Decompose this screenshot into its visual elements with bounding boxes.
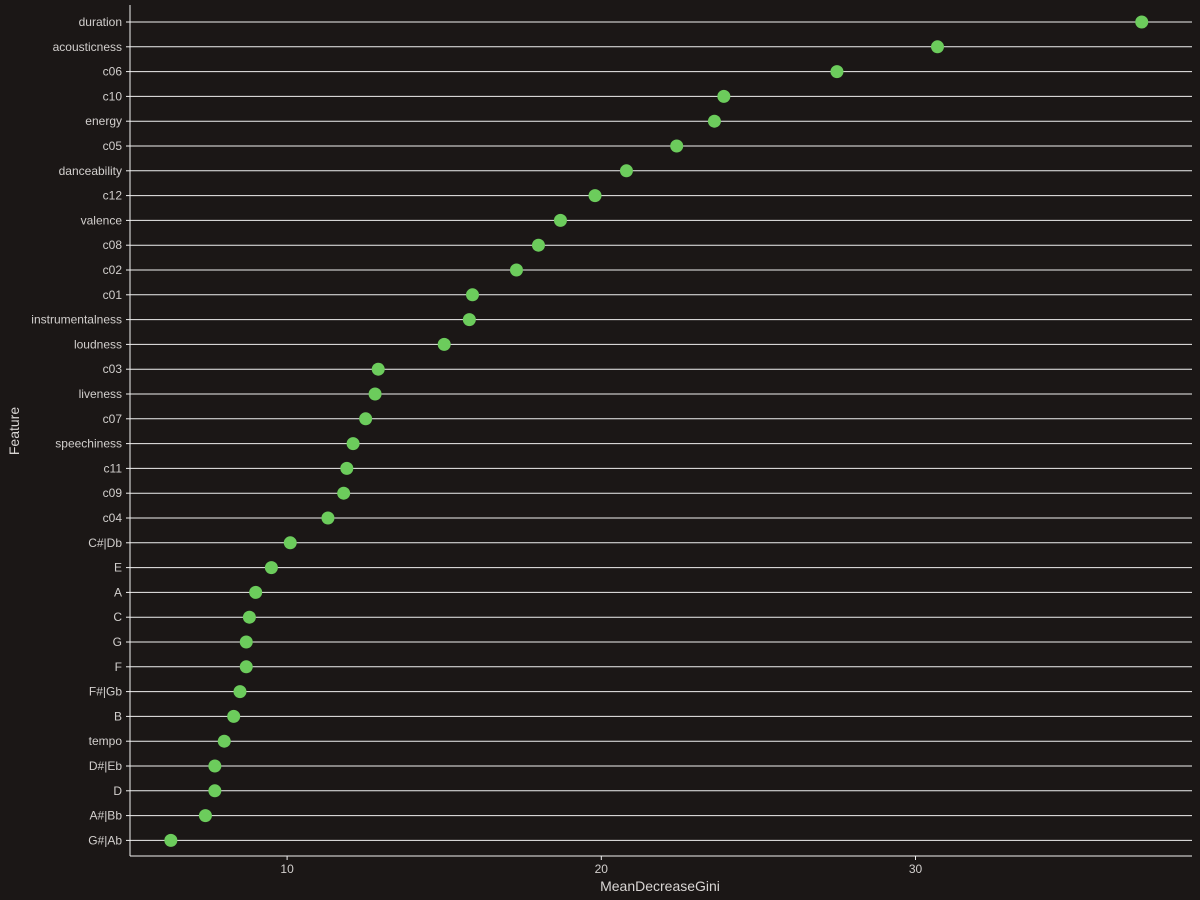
y-tick-label: F bbox=[115, 660, 122, 674]
data-point bbox=[283, 536, 297, 550]
y-tick-label: D bbox=[113, 784, 122, 798]
data-point bbox=[264, 561, 278, 575]
y-tick-label: D#|Eb bbox=[89, 759, 122, 773]
y-tick-label: A bbox=[114, 585, 122, 599]
y-tick-label: loudness bbox=[74, 337, 122, 351]
data-point bbox=[707, 114, 721, 128]
y-tick-label: c09 bbox=[103, 486, 123, 500]
axes bbox=[126, 5, 1192, 860]
data-point bbox=[509, 263, 523, 277]
data-point bbox=[359, 412, 373, 426]
y-tick-label: acousticness bbox=[53, 40, 122, 54]
data-point bbox=[670, 139, 684, 153]
data-point bbox=[346, 437, 360, 451]
data-point bbox=[368, 387, 382, 401]
y-tick-label: G#|Ab bbox=[88, 833, 122, 847]
data-point bbox=[930, 40, 944, 54]
data-point bbox=[371, 362, 385, 376]
y-tick-label: duration bbox=[79, 15, 122, 29]
x-tick-label: 10 bbox=[280, 862, 294, 876]
data-point bbox=[249, 585, 263, 599]
y-tick-label: c04 bbox=[103, 511, 123, 525]
y-tick-label: c05 bbox=[103, 139, 123, 153]
y-tick-label: C bbox=[113, 610, 122, 624]
y-tick-label: B bbox=[114, 709, 122, 723]
y-tick-label: speechiness bbox=[55, 437, 122, 451]
data-point bbox=[239, 635, 253, 649]
y-tick-label: liveness bbox=[79, 387, 122, 401]
y-tick-label: A#|Bb bbox=[90, 809, 123, 823]
data-point bbox=[337, 486, 351, 500]
y-axis-title: Feature bbox=[6, 407, 22, 455]
data-point bbox=[227, 709, 241, 723]
y-tick-label: c08 bbox=[103, 238, 123, 252]
y-tick-label: energy bbox=[85, 114, 122, 128]
y-tick-labels: duration acousticness c06 c10 energy c05 dance… bbox=[31, 15, 122, 847]
data-points bbox=[164, 15, 1149, 847]
data-point bbox=[465, 288, 479, 302]
y-tick-label: E bbox=[114, 561, 122, 575]
data-point bbox=[531, 238, 545, 252]
data-point bbox=[588, 189, 602, 203]
x-tick-label: 20 bbox=[595, 862, 609, 876]
y-tick-label: c01 bbox=[103, 288, 123, 302]
data-point bbox=[553, 213, 567, 227]
y-tick-label: instrumentalness bbox=[31, 313, 122, 327]
data-point bbox=[233, 685, 247, 699]
data-point bbox=[198, 809, 212, 823]
data-point bbox=[239, 660, 253, 674]
y-tick-label: F#|Gb bbox=[89, 685, 122, 699]
data-point bbox=[1135, 15, 1149, 29]
data-point bbox=[321, 511, 335, 525]
data-point bbox=[208, 784, 222, 798]
y-tick-label: c06 bbox=[103, 65, 123, 79]
data-point bbox=[717, 89, 731, 103]
y-tick-label: valence bbox=[81, 213, 123, 227]
data-point bbox=[619, 164, 633, 178]
data-point bbox=[462, 313, 476, 327]
y-tick-label: c10 bbox=[103, 89, 123, 103]
y-tick-label: tempo bbox=[89, 734, 123, 748]
y-tick-label: c07 bbox=[103, 412, 123, 426]
y-tick-label: G bbox=[113, 635, 122, 649]
data-point bbox=[208, 759, 222, 773]
data-point bbox=[217, 734, 231, 748]
x-axis-title: MeanDecreaseGini bbox=[600, 878, 720, 894]
data-point bbox=[340, 461, 354, 475]
x-tick-labels: 10 20 30 bbox=[280, 862, 922, 876]
y-tick-label: c03 bbox=[103, 362, 123, 376]
data-point bbox=[242, 610, 256, 624]
y-tick-label: danceability bbox=[59, 164, 122, 178]
gridlines bbox=[130, 21, 1192, 841]
data-point bbox=[830, 65, 844, 79]
y-tick-label: C#|Db bbox=[88, 536, 122, 550]
y-tick-label: c02 bbox=[103, 263, 123, 277]
x-tick-label: 30 bbox=[909, 862, 923, 876]
y-tick-label: c12 bbox=[103, 189, 123, 203]
data-point bbox=[437, 337, 451, 351]
data-point bbox=[164, 833, 178, 847]
y-tick-label: c11 bbox=[104, 461, 123, 475]
